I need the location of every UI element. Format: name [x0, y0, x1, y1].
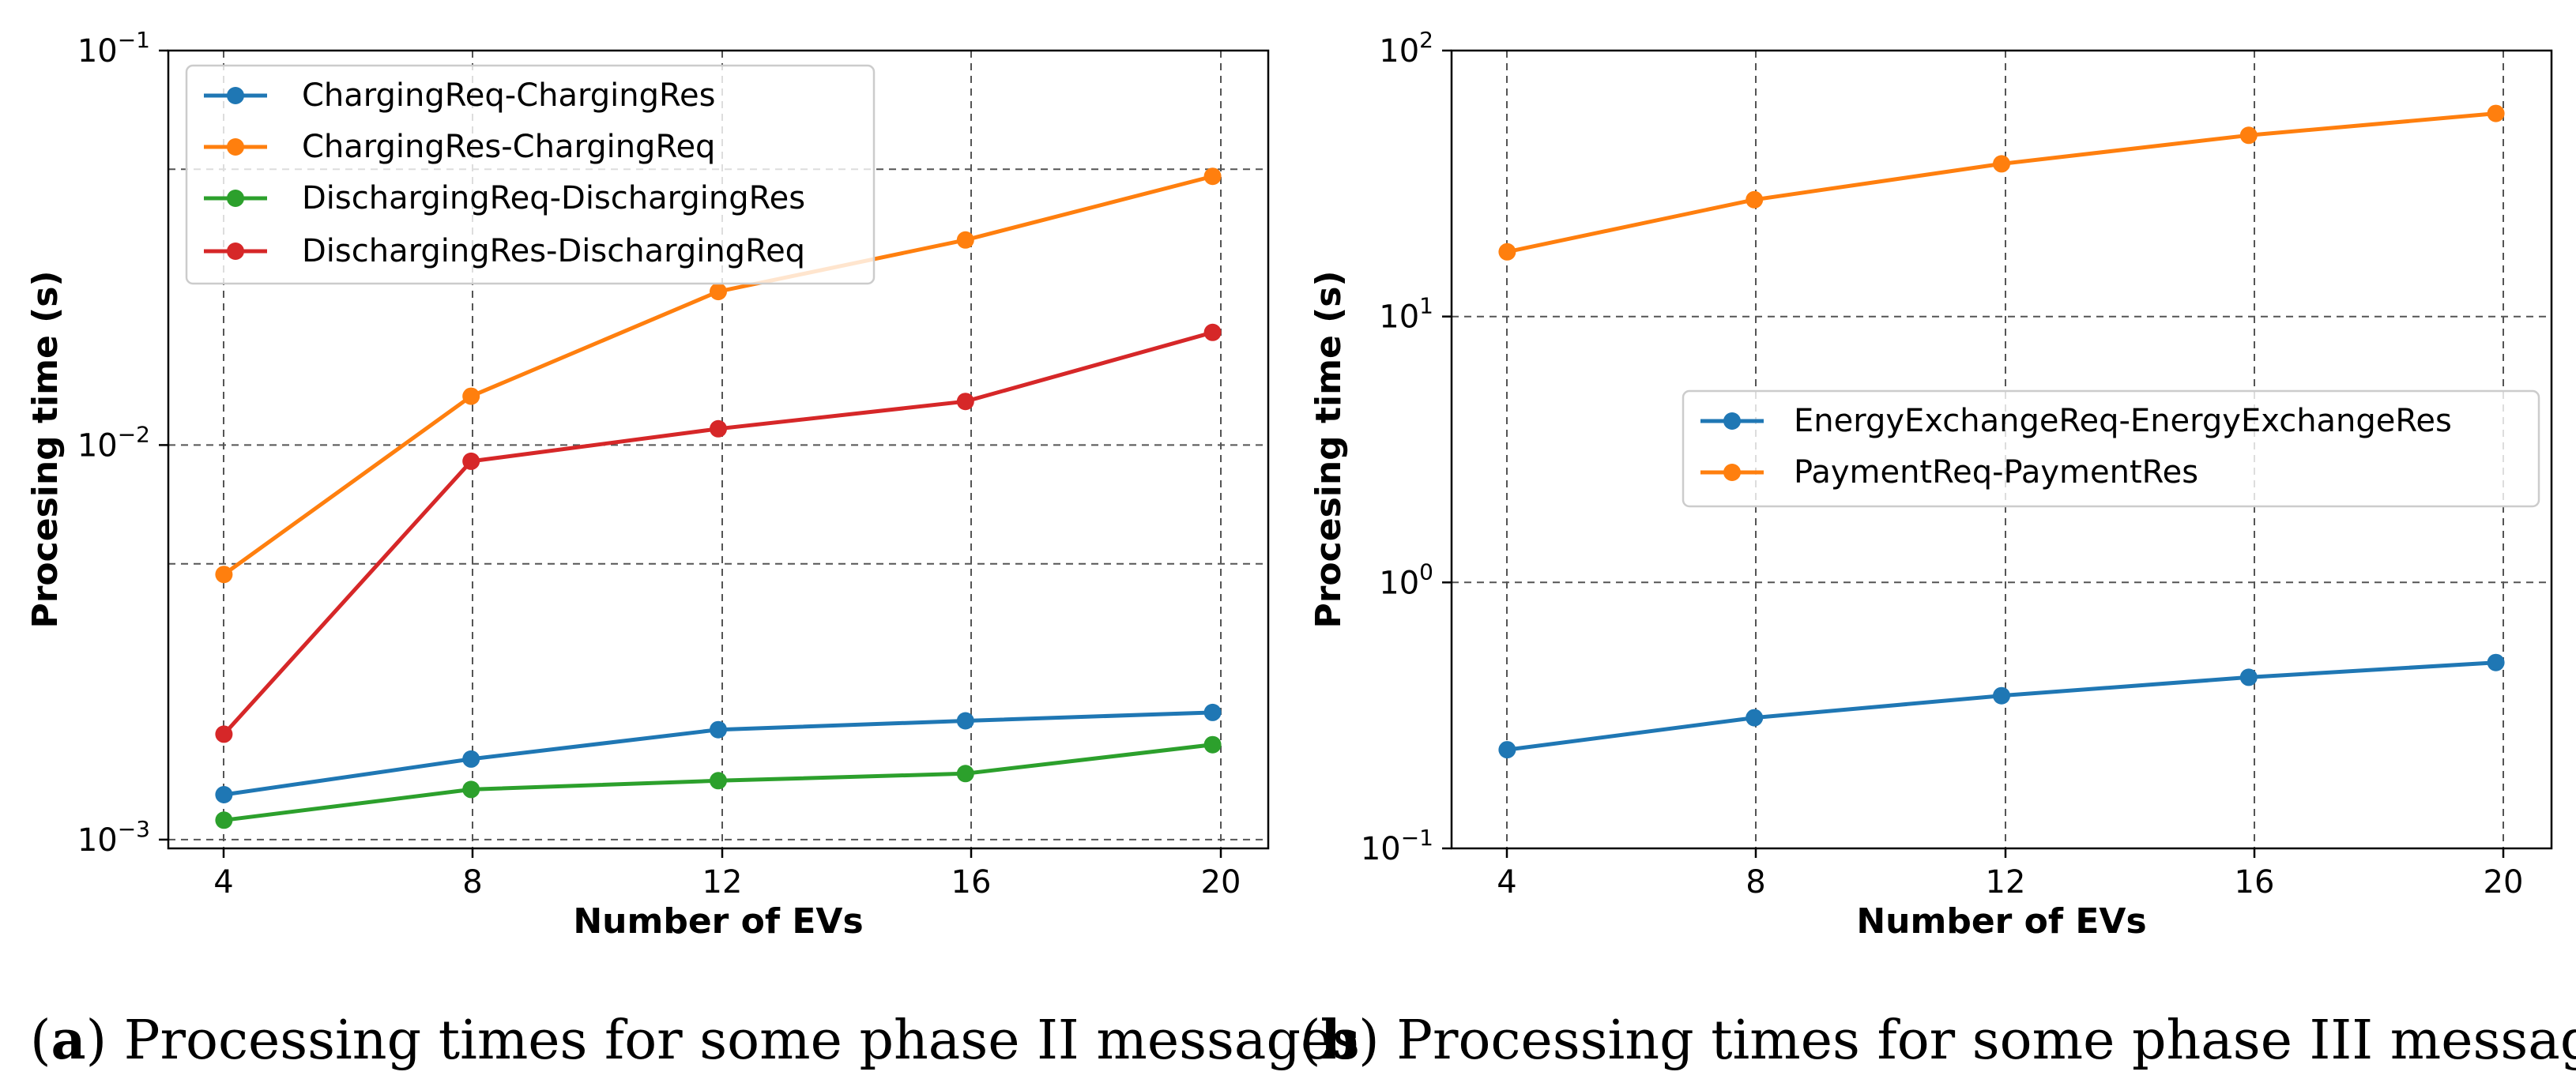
- chart-b: 10−1 100 101 102 4 8 12 16 20 Number of …: [1300, 27, 2576, 1072]
- legend-label: ChargingReq-ChargingRes: [302, 77, 715, 114]
- chart-b-legend-frame: [1682, 389, 2540, 508]
- chart-a-xticks: 4 8 12 16 20: [213, 848, 1241, 901]
- data-point-dischargingreq-dischargingres-x4: [215, 811, 233, 829]
- legend-item-payment: PaymentReq-PaymentRes: [1700, 454, 2198, 491]
- chart-b-ytick-label-1e0: 100: [1379, 558, 1433, 601]
- legend-label: ChargingRes-ChargingReq: [302, 129, 715, 165]
- legend-label: EnergyExchangeReq-EnergyExchangeRes: [1794, 403, 2452, 439]
- chart-a-ytick-label-1e-2: 10−2: [77, 421, 150, 464]
- chart-a-legend: ChargingReq-ChargingRes ChargingRes-Char…: [185, 64, 876, 285]
- data-point-dischargingreq-dischargingres-x12: [710, 772, 727, 790]
- data-point-energyexchangereq-energyexchangeres-x4: [1498, 741, 1516, 759]
- data-point-dischargingres-dischargingreq-x8: [462, 452, 480, 470]
- legend-swatch-marker: [227, 190, 244, 207]
- data-point-energyexchangereq-energyexchangeres-x20: [2487, 653, 2505, 671]
- chart-a-ytick-label-1e-1: 10−1: [77, 27, 150, 70]
- chart-b-ytick-label-1e-1: 10−1: [1361, 825, 1433, 867]
- legend-swatch-marker: [1723, 464, 1741, 481]
- data-point-energyexchangereq-energyexchangeres-x16: [2239, 668, 2258, 686]
- series-line-energyexchangereq-energyexchangeres: [1507, 660, 2496, 752]
- chart-a-yticks: 10−3 10−2 10−1: [77, 27, 168, 859]
- legend-item-energy-exchange: EnergyExchangeReq-EnergyExchangeRes: [1700, 403, 2452, 439]
- chart-a-xtick-label-8: 8: [462, 864, 482, 901]
- chart-a-ylabel: Procesing time (s): [25, 270, 66, 628]
- data-point-paymentreq-paymentres-x16: [2239, 126, 2258, 145]
- data-point-chargingres-chargingreq-x20: [1203, 167, 1222, 186]
- chart-b-legend: EnergyExchangeReq-EnergyExchangeRes Paym…: [1682, 389, 2540, 508]
- data-point-chargingreq-chargingres-x8: [462, 750, 480, 768]
- data-point-paymentreq-paymentres-x4: [1498, 243, 1516, 261]
- chart-a-series: [215, 167, 1222, 829]
- series-line-paymentreq-paymentres: [1506, 111, 2496, 254]
- chart-b-ytick-label-1e2: 102: [1379, 27, 1433, 70]
- chart-b-ylabel: Procesing time (s): [1309, 270, 1349, 628]
- data-point-dischargingreq-dischargingres-x16: [956, 765, 974, 783]
- data-point-energyexchangereq-energyexchangeres-x8: [1746, 709, 1764, 727]
- chart-b-xtick-label-4: 4: [1497, 864, 1516, 901]
- legend-item-discharging-res-req: DischargingRes-DischargingReq: [204, 233, 805, 269]
- data-point-dischargingreq-dischargingres-x20: [1203, 735, 1222, 754]
- chart-b-ytick-label-1e1: 101: [1379, 293, 1433, 336]
- chart-a-xtick-label-12: 12: [702, 864, 743, 901]
- data-point-dischargingres-dischargingreq-x4: [215, 725, 233, 743]
- chart-a-legend-frame: [185, 64, 876, 285]
- data-point-chargingreq-chargingres-x4: [215, 786, 233, 803]
- legend-item-charging-res-req: ChargingRes-ChargingReq: [204, 129, 715, 165]
- chart-b-xtick-label-8: 8: [1746, 864, 1765, 901]
- data-point-dischargingres-dischargingreq-x20: [1203, 323, 1222, 341]
- legend-item-charging-req-res: ChargingReq-ChargingRes: [204, 77, 715, 114]
- chart-a: 10−3 10−2 10−1 4 8 12 16 20 Number of EV…: [25, 27, 1360, 1072]
- data-point-chargingreq-chargingres-x20: [1203, 703, 1222, 721]
- data-point-dischargingreq-dischargingres-x8: [462, 780, 480, 799]
- chart-b-series: [1498, 104, 2505, 759]
- data-point-chargingres-chargingreq-x4: [215, 566, 233, 584]
- data-point-paymentreq-paymentres-x20: [2487, 104, 2505, 122]
- legend-label: DischargingReq-DischargingRes: [302, 180, 805, 216]
- legend-swatch-marker: [227, 243, 244, 260]
- legend-label: DischargingRes-DischargingReq: [302, 233, 805, 269]
- chart-b-xtick-label-12: 12: [1986, 864, 2026, 901]
- data-point-paymentreq-paymentres-x8: [1746, 190, 1764, 209]
- data-point-dischargingres-dischargingreq-x12: [710, 419, 727, 438]
- legend-swatch-marker: [227, 138, 244, 156]
- chart-b-yticks: 10−1 100 101 102: [1361, 27, 1452, 867]
- legend-swatch-marker: [227, 87, 244, 104]
- caption-a: (a) Processing times for some phase II m…: [30, 1009, 1360, 1072]
- legend-item-discharging-req-res: DischargingReq-DischargingRes: [204, 180, 805, 216]
- chart-a-gridlines: [168, 51, 1268, 848]
- legend-label: PaymentReq-PaymentRes: [1794, 454, 2198, 491]
- chart-a-plot-frame: [167, 49, 1270, 850]
- caption-b: (b) Processing times for some phase III …: [1300, 1009, 2576, 1072]
- chart-a-xlabel: Number of EVs: [573, 901, 863, 942]
- chart-a-xtick-label-4: 4: [213, 864, 233, 901]
- chart-b-xtick-label-20: 20: [2484, 864, 2524, 901]
- legend-swatch-marker: [1723, 412, 1741, 430]
- data-point-energyexchangereq-energyexchangeres-x12: [1993, 686, 2010, 705]
- chart-b-plot-frame: [1450, 49, 2553, 850]
- data-point-chargingreq-chargingres-x12: [710, 720, 727, 739]
- chart-b-xticks: 4 8 12 16 20: [1497, 848, 2523, 901]
- data-point-chargingreq-chargingres-x16: [956, 712, 974, 730]
- data-point-paymentreq-paymentres-x12: [1993, 155, 2010, 173]
- chart-a-xtick-label-16: 16: [951, 864, 992, 901]
- data-point-chargingres-chargingreq-x12: [710, 283, 727, 301]
- chart-a-ytick-label-1e-3: 10−3: [77, 816, 150, 859]
- chart-a-xtick-label-20: 20: [1201, 864, 1241, 901]
- data-point-dischargingres-dischargingreq-x16: [956, 393, 974, 411]
- data-point-chargingres-chargingreq-x16: [956, 231, 974, 249]
- chart-b-xtick-label-16: 16: [2235, 864, 2275, 901]
- data-point-chargingres-chargingreq-x8: [462, 387, 480, 405]
- chart-b-xlabel: Number of EVs: [1856, 901, 2146, 942]
- series-line-dischargingres-dischargingreq: [222, 330, 1214, 736]
